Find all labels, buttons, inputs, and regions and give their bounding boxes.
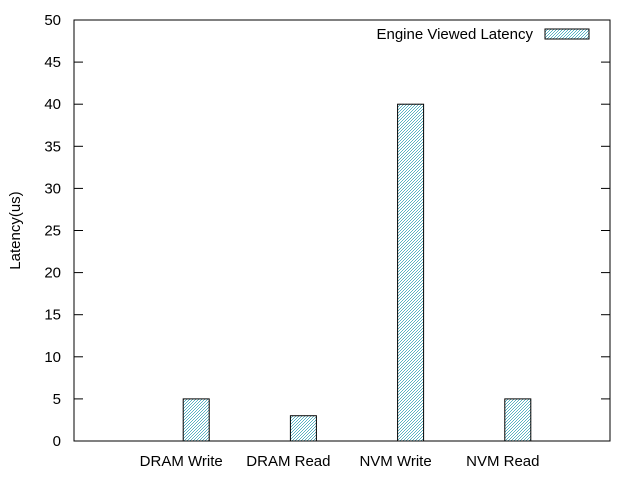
y-tick-label: 40 [44,96,61,113]
y-tick-label: 15 [44,307,61,324]
y-tick-label: 45 [44,54,61,71]
y-tick-label: 50 [44,12,61,29]
y-tick-label: 35 [44,138,61,155]
legend-label: Engine Viewed Latency [376,26,533,43]
y-tick-label: 30 [44,180,61,197]
legend: Engine Viewed Latency [376,26,590,43]
y-tick-label: 25 [44,223,61,240]
y-tick-label: 10 [44,349,61,366]
x-axis-ticks: DRAM Write DRAM Read NVM Write NVM Read [140,453,540,470]
bars-group [182,103,532,442]
bar [397,103,425,442]
y-tick-label: 0 [53,433,61,450]
y-axis-ticks: 0 5 10 15 20 25 30 35 40 45 50 [44,12,610,450]
plot-frame [73,19,611,442]
x-tick-label: NVM Write [359,453,431,470]
legend-swatch [544,28,590,40]
x-tick-label: DRAM Write [140,453,223,470]
bar [182,398,210,442]
x-tick-label: DRAM Read [246,453,330,470]
y-axis-label: Latency(us) [7,191,24,269]
x-tick-label: NVM Read [466,453,539,470]
bar [504,398,532,442]
bar [289,415,317,442]
y-tick-label: 20 [44,265,61,282]
y-tick-label: 5 [53,391,61,408]
